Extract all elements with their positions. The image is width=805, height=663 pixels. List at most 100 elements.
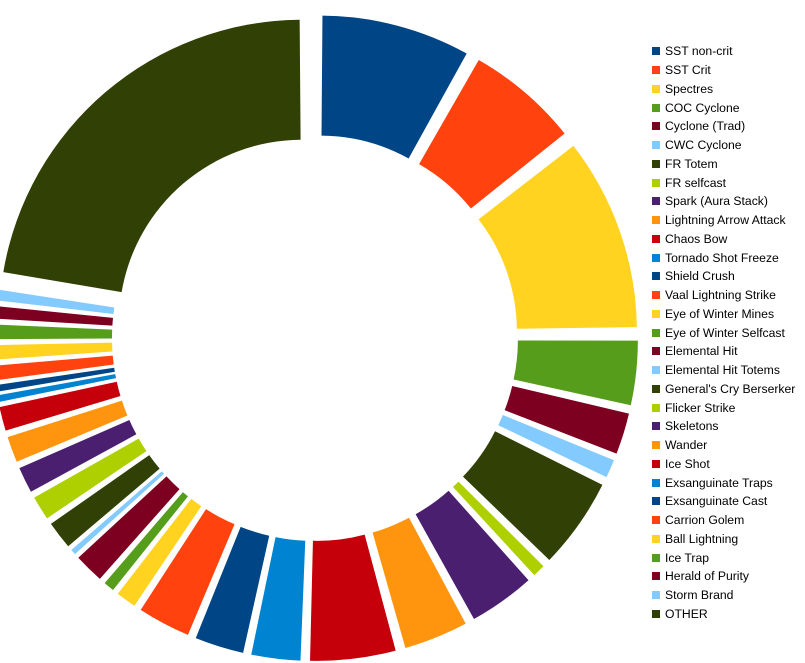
pie-slice-exsanguinate-traps <box>0 374 117 402</box>
legend-swatch <box>652 291 660 300</box>
legend-swatch <box>652 178 660 187</box>
pie-slice-flicker-strike <box>34 438 147 519</box>
pie-slice-ice-shot <box>0 381 121 431</box>
pie-slice-herald-of-purity <box>0 306 113 326</box>
legend-item: General's Cry Berserker <box>652 380 795 399</box>
pie-slice-elemental-hit-totems <box>71 471 165 555</box>
legend-item: SST Crit <box>652 61 795 80</box>
legend-label: Eye of Winter Mines <box>665 306 775 321</box>
legend-label: OTHER <box>665 606 708 621</box>
legend-item: Ball Lightning <box>652 530 795 549</box>
legend-swatch <box>652 234 660 243</box>
pie-slice-tornado-shot-freeze <box>251 537 306 661</box>
legend-item: Lightning Arrow Attack <box>652 211 795 230</box>
legend-swatch <box>652 159 660 168</box>
legend-label: Tornado Shot Freeze <box>665 250 779 265</box>
legend-swatch <box>652 216 660 225</box>
pie-slice-ball-lightning <box>0 342 113 360</box>
legend-label: Lightning Arrow Attack <box>665 213 786 228</box>
pie-slice-sst-crit <box>419 59 565 209</box>
legend-item: SST non-crit <box>652 42 795 61</box>
legend-label: SST Crit <box>665 63 711 78</box>
legend-swatch <box>652 572 660 581</box>
pie-slice-fr-totem <box>462 431 603 561</box>
legend-label: Wander <box>665 438 708 453</box>
legend-label: Flicker Strike <box>665 400 736 415</box>
legend-swatch <box>652 141 660 150</box>
pie-slice-other <box>3 19 301 293</box>
legend-item: Storm Brand <box>652 586 795 605</box>
legend-swatch <box>652 384 660 393</box>
legend-item: FR Totem <box>652 155 795 174</box>
pie-slice-skeletons <box>19 420 137 492</box>
legend-item: Eye of Winter Selfcast <box>652 323 795 342</box>
legend-swatch <box>652 516 660 525</box>
legend-item: Carrion Golem <box>652 511 795 530</box>
legend-item: Elemental Hit Totems <box>652 361 795 380</box>
legend-label: Cyclone (Trad) <box>665 119 746 134</box>
pie-slice-fr-selfcast <box>452 481 544 576</box>
legend-swatch <box>652 422 660 431</box>
legend-label: Skeletons <box>665 419 719 434</box>
legend-item: Shield Crush <box>652 267 795 286</box>
legend-item: Cyclone (Trad) <box>652 117 795 136</box>
legend-swatch <box>652 441 660 450</box>
pie-slice-chaos-bow <box>310 534 396 661</box>
legend-swatch <box>652 328 660 337</box>
legend-item: Ice Trap <box>652 548 795 567</box>
legend-swatch <box>652 47 660 56</box>
legend-label: Storm Brand <box>665 588 734 603</box>
legend-label: Spark (Aura Stack) <box>665 194 768 209</box>
pie-slice-lightning-arrow-attack <box>372 517 466 648</box>
legend-label: SST non-crit <box>665 44 733 59</box>
legend-label: Exsanguinate Traps <box>665 475 773 490</box>
legend-label: FR Totem <box>665 156 718 171</box>
legend-label: Elemental Hit <box>665 344 738 359</box>
legend-item: COC Cyclone <box>652 98 795 117</box>
legend-swatch <box>652 197 660 206</box>
legend-label: Vaal Lightning Strike <box>665 288 776 303</box>
donut-chart <box>0 15 638 661</box>
pie-slice-shield-crush <box>195 526 270 653</box>
legend-swatch <box>652 103 660 112</box>
legend-label: Herald of Purity <box>665 569 749 584</box>
legend-swatch <box>652 272 660 281</box>
legend-swatch <box>652 309 660 318</box>
pie-slice-cyclone-trad <box>504 386 629 454</box>
legend-item: Exsanguinate Cast <box>652 492 795 511</box>
legend-label: Ice Trap <box>665 550 710 565</box>
legend-swatch <box>652 534 660 543</box>
pie-slice-ice-trap <box>0 324 113 340</box>
legend-swatch <box>652 366 660 375</box>
pie-slice-exsanguinate-cast <box>0 367 115 392</box>
legend-swatch <box>652 553 660 562</box>
legend-item: Tornado Shot Freeze <box>652 248 795 267</box>
legend-swatch <box>652 403 660 412</box>
pie-slice-wander <box>7 400 128 462</box>
chart-legend: SST non-crit SST Crit Spectres COC Cyclone C… <box>652 42 795 623</box>
legend-swatch <box>652 497 660 506</box>
legend-label: Chaos Bow <box>665 231 728 246</box>
pie-slice-eye-of-winter-mines <box>117 498 202 606</box>
pie-slice-eye-of-winter-selfcast <box>104 492 188 591</box>
legend-label: General's Cry Berserker <box>665 381 796 396</box>
pie-slice-storm-brand <box>0 289 115 315</box>
legend-label: Exsanguinate Cast <box>665 494 768 509</box>
legend-swatch <box>652 347 660 356</box>
pie-slice-general-s-cry-berserker <box>50 455 160 547</box>
legend-item: Flicker Strike <box>652 398 795 417</box>
legend-item: Chaos Bow <box>652 230 795 249</box>
legend-swatch <box>652 591 660 600</box>
legend-item: Spark (Aura Stack) <box>652 192 795 211</box>
pie-slice-elemental-hit <box>78 476 180 579</box>
legend-swatch <box>652 253 660 262</box>
pie-slice-sst-non-crit <box>321 15 467 159</box>
pie-slice-vaal-lightning-strike <box>140 509 235 635</box>
legend-label: Spectres <box>665 81 714 96</box>
legend-swatch <box>652 478 660 487</box>
legend-item: CWC Cyclone <box>652 136 795 155</box>
legend-swatch <box>652 609 660 618</box>
legend-label: Ball Lightning <box>665 531 739 546</box>
pie-slice-carrion-golem <box>0 355 114 380</box>
legend-item: Herald of Purity <box>652 567 795 586</box>
